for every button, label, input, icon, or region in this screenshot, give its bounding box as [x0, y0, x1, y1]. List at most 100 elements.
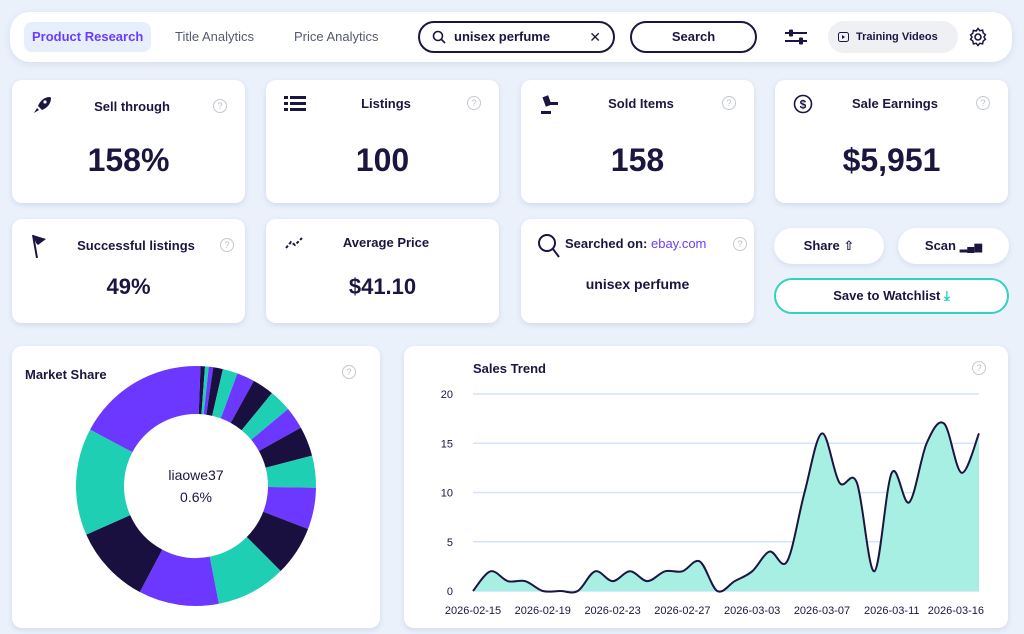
search-input[interactable]: unisex perfume ✕	[418, 21, 615, 53]
help-icon[interactable]: ?	[220, 238, 234, 252]
data-point[interactable]	[607, 575, 619, 587]
data-point[interactable]	[921, 437, 933, 449]
help-icon[interactable]: ?	[722, 96, 736, 110]
data-point[interactable]	[589, 565, 601, 577]
data-point[interactable]	[868, 565, 880, 577]
donut-slice[interactable]	[251, 409, 301, 451]
tab-product-research[interactable]: Product Research	[24, 22, 152, 52]
x-tick-label: 2026-02-27	[654, 605, 710, 617]
stat-value: 49%	[106, 274, 151, 299]
share-button[interactable]: Share ⇧	[774, 228, 884, 264]
data-point[interactable]	[572, 585, 584, 597]
donut-slice[interactable]	[263, 487, 316, 529]
donut-slice[interactable]	[265, 455, 316, 488]
data-point[interactable]	[833, 477, 845, 489]
scan-button[interactable]: Scan ▂▄▆	[898, 228, 1009, 264]
stat-card-successful-listings: Successful listings ? 49%	[12, 219, 245, 323]
donut-slice[interactable]	[90, 366, 196, 453]
help-icon[interactable]: ?	[733, 237, 747, 251]
training-videos-button[interactable]: Training Videos	[828, 21, 958, 53]
filter-sliders-icon[interactable]	[784, 28, 808, 46]
download-tray-icon: ⤓	[944, 288, 950, 303]
stat-card-sell-through: Sell through ? 158%	[12, 80, 245, 203]
data-point[interactable]	[851, 477, 863, 489]
site-link[interactable]: ebay.com	[650, 236, 707, 251]
data-point[interactable]	[554, 585, 566, 597]
data-point[interactable]	[938, 418, 950, 430]
data-point[interactable]	[519, 575, 531, 587]
donut-slice[interactable]	[258, 427, 313, 468]
help-icon[interactable]: ?	[342, 365, 356, 379]
stat-value: 158%	[87, 142, 170, 178]
x-tick-label: 2026-03-11	[864, 605, 919, 617]
donut-slice[interactable]	[203, 366, 214, 415]
sales-trend-chart: 0 5 10 15 20 2026-02-15 2026-02-19 2026-02-23 20…	[441, 389, 985, 617]
donut-slice[interactable]	[196, 366, 201, 415]
data-point[interactable]	[764, 546, 776, 558]
data-point[interactable]	[641, 575, 653, 587]
data-point[interactable]	[746, 565, 758, 577]
donut-slice[interactable]	[76, 429, 133, 535]
donut-slice[interactable]	[206, 367, 223, 416]
data-point[interactable]	[903, 496, 915, 508]
data-point[interactable]	[484, 565, 496, 577]
donut-slice[interactable]	[212, 369, 238, 419]
data-point[interactable]	[659, 565, 671, 577]
play-icon	[838, 32, 849, 42]
help-icon[interactable]: ?	[467, 96, 481, 110]
donut-slice[interactable]	[241, 393, 289, 440]
data-point[interactable]	[729, 575, 741, 587]
stat-value: 100	[355, 142, 410, 178]
donut-slice[interactable]	[209, 537, 281, 604]
donut-slice[interactable]	[198, 366, 206, 415]
help-icon[interactable]: ?	[972, 361, 986, 375]
x-tick-label: 2026-02-23	[584, 605, 640, 617]
data-point[interactable]	[711, 585, 723, 597]
donut-slice[interactable]	[201, 366, 209, 415]
upload-icon: ⇧	[843, 238, 855, 253]
stat-title: Sold Items	[608, 96, 674, 111]
help-icon[interactable]: ?	[976, 96, 990, 110]
center-share-value: 0.6%	[180, 489, 212, 505]
save-to-watchlist-button[interactable]: Save to Watchlist ⤓	[774, 278, 1009, 314]
tab-title-analytics[interactable]: Title Analytics	[175, 29, 254, 44]
data-point[interactable]	[694, 555, 706, 567]
donut-slice[interactable]	[139, 549, 219, 606]
searched-label: Searched on:	[565, 236, 648, 251]
data-point[interactable]	[956, 467, 968, 479]
donut-slice[interactable]	[220, 373, 254, 423]
sales-trend-title: Sales Trend	[473, 361, 546, 376]
donut-slice[interactable]	[246, 511, 309, 572]
tab-price-analytics[interactable]: Price Analytics	[294, 29, 379, 44]
data-point[interactable]	[816, 427, 828, 439]
dollar-icon: $	[793, 94, 813, 114]
stat-title: Average Price	[342, 235, 430, 250]
search-value: unisex perfume	[454, 29, 551, 44]
top-nav-bar: Product Research Title Analytics Price A…	[10, 12, 1012, 62]
help-icon[interactable]: ?	[213, 99, 227, 113]
training-videos-label: Training Videos	[856, 31, 938, 43]
searched-on-label: Searched on: ebay.com	[565, 236, 706, 251]
svg-text:$: $	[800, 98, 807, 112]
donut-center-label: liaowe37 0.6%	[136, 464, 256, 508]
stat-title: Sale Earnings	[852, 96, 938, 111]
x-tick-label: 2026-03-07	[794, 605, 850, 617]
donut-slice[interactable]	[230, 380, 272, 431]
data-point[interactable]	[799, 487, 811, 499]
data-point[interactable]	[781, 555, 793, 567]
stat-card-sale-earnings: $ Sale Earnings ? $5,951	[775, 80, 1008, 203]
data-point[interactable]	[502, 575, 514, 587]
data-point[interactable]	[676, 565, 688, 577]
clear-icon[interactable]: ✕	[589, 29, 601, 45]
data-point[interactable]	[886, 467, 898, 479]
data-point[interactable]	[537, 585, 549, 597]
search-button[interactable]: Search	[630, 21, 757, 53]
data-point[interactable]	[973, 427, 985, 439]
gear-icon[interactable]	[968, 27, 988, 47]
searched-query: unisex perfume	[585, 276, 690, 292]
list-icon	[284, 96, 306, 111]
search-icon	[432, 30, 446, 44]
data-point[interactable]	[624, 565, 636, 577]
donut-slice[interactable]	[86, 515, 163, 593]
data-point[interactable]	[467, 585, 479, 597]
